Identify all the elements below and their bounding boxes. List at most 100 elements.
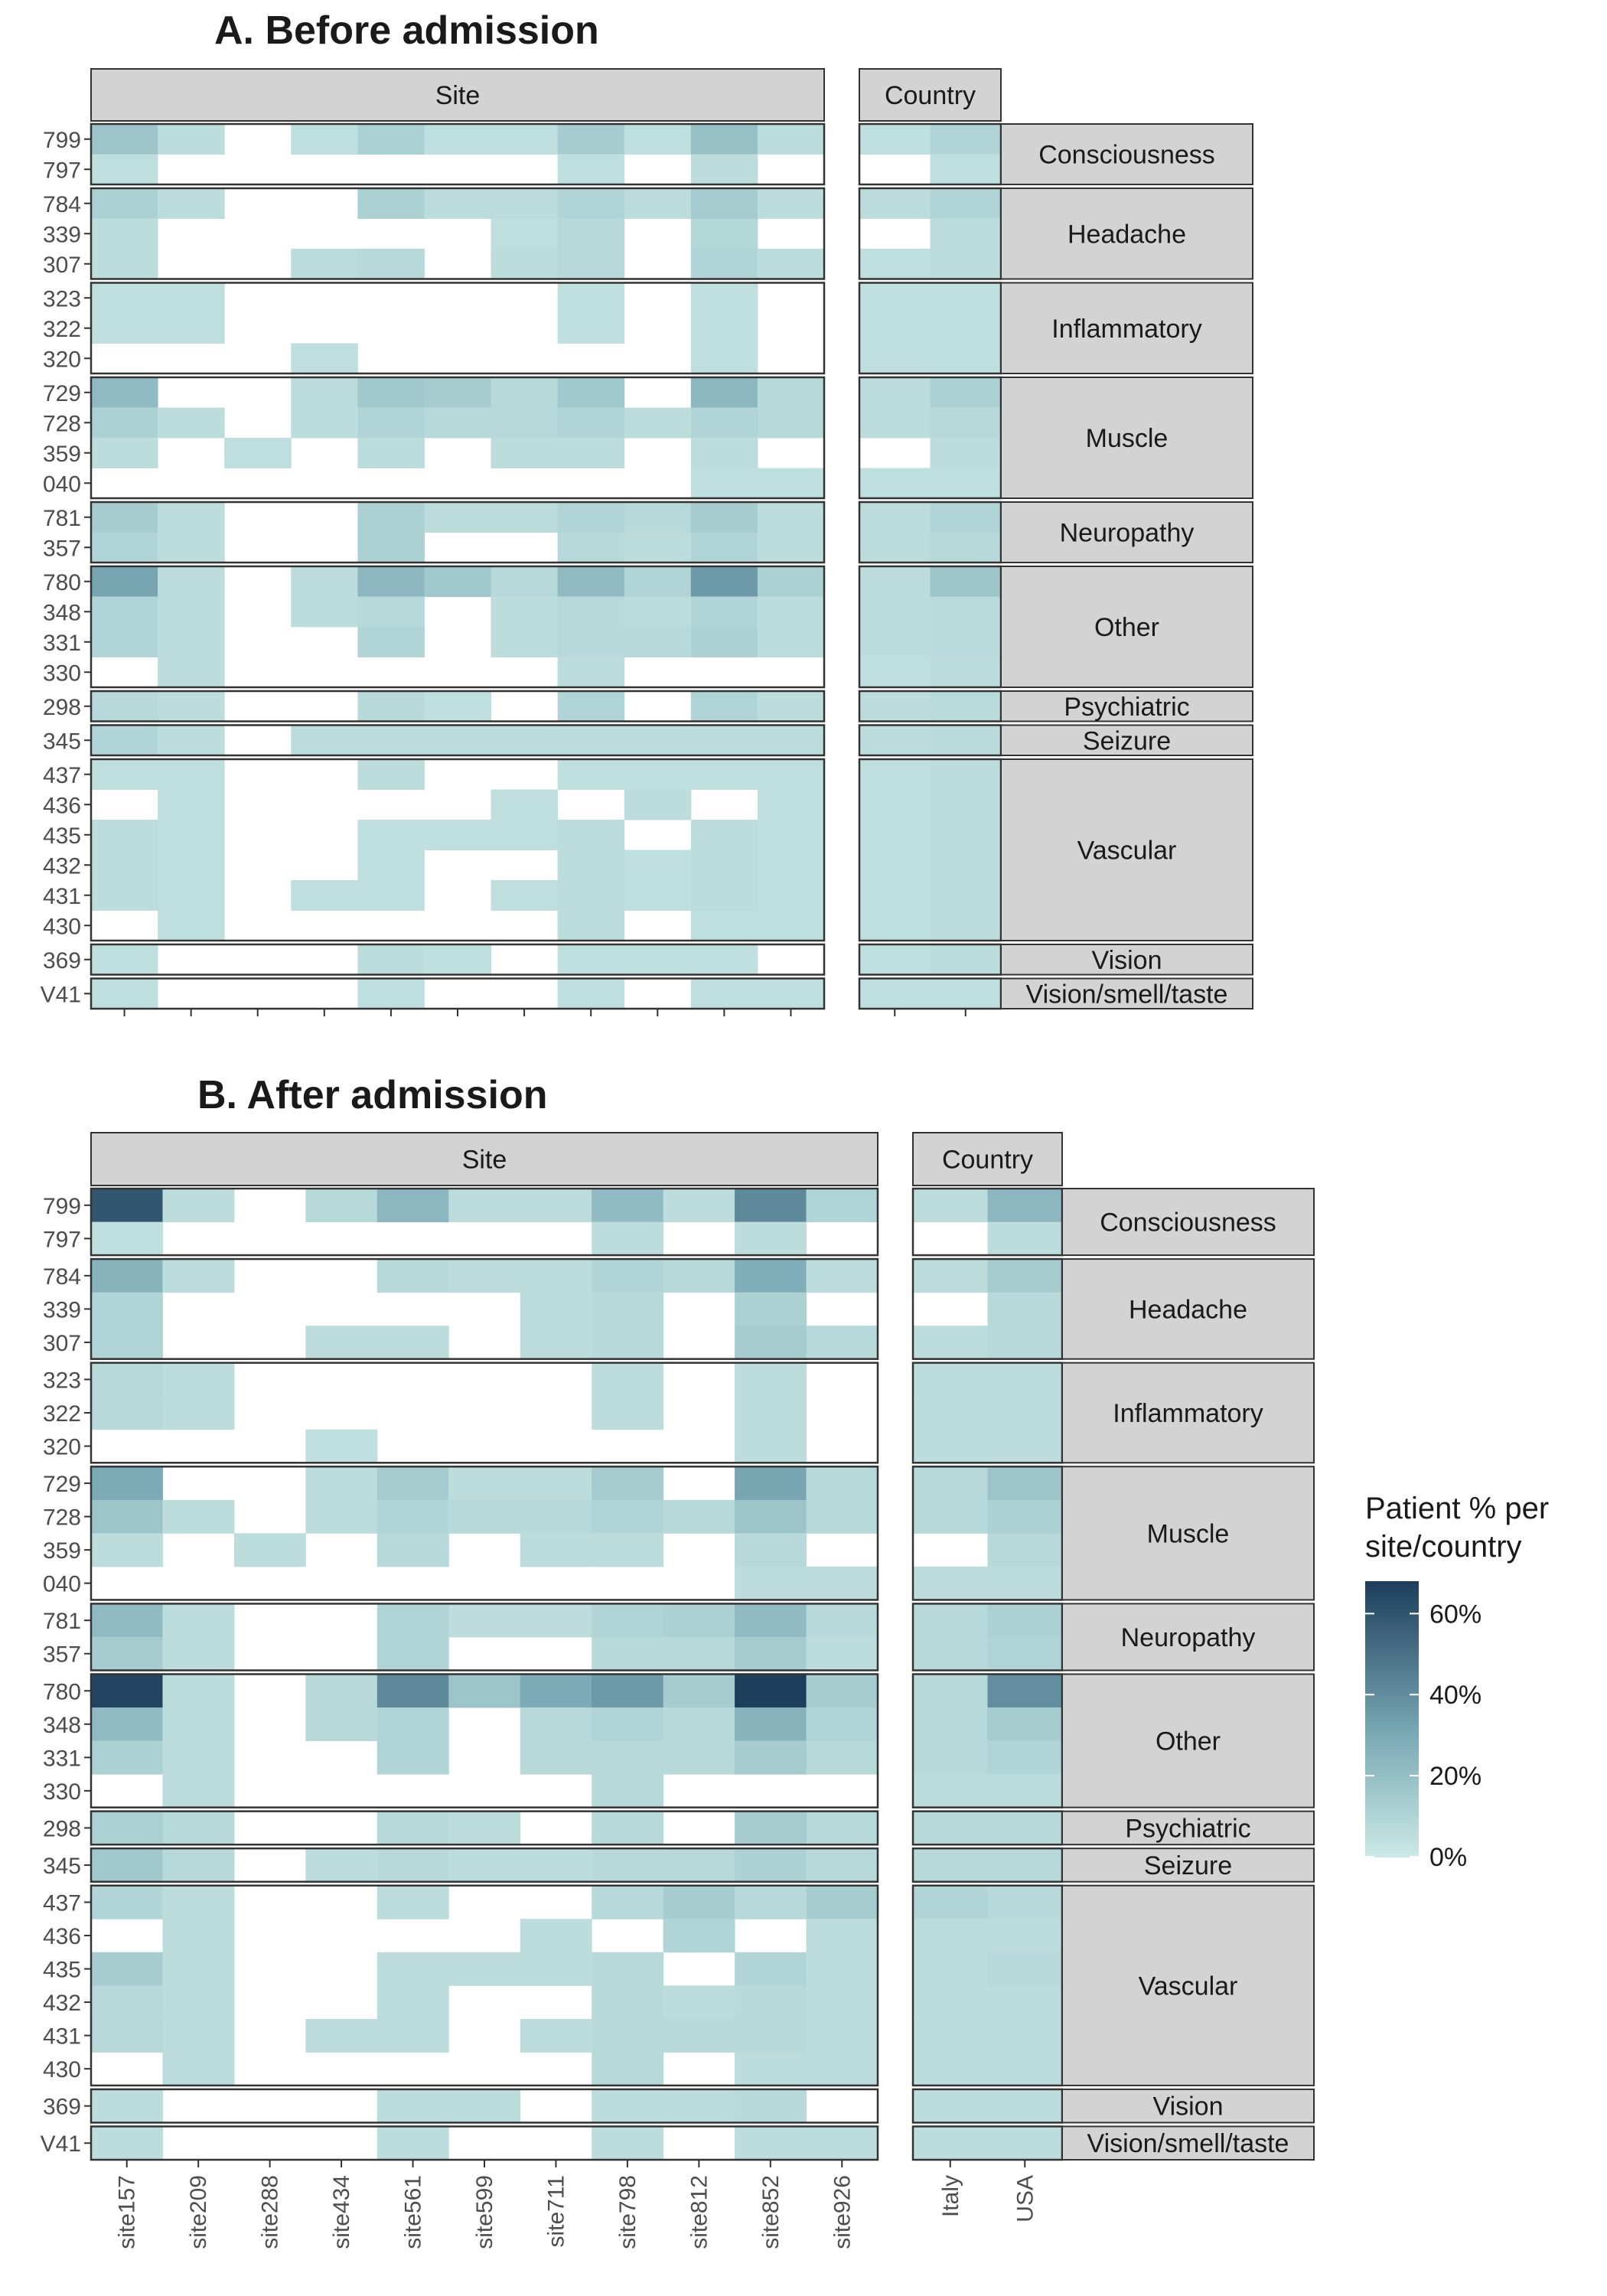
row-label-331: 331 (43, 631, 81, 656)
row-label-432: 432 (43, 1991, 81, 2016)
heat-cell (424, 124, 492, 155)
heat-cell (592, 1292, 664, 1326)
heat-cell (91, 532, 158, 563)
site-strip-label: Site (435, 81, 481, 110)
row-label-339: 339 (43, 1297, 81, 1322)
heat-cell (557, 532, 625, 563)
heat-cell (424, 566, 492, 597)
heat-cell (357, 944, 425, 975)
heat-cell (91, 880, 158, 911)
group-strip (1000, 377, 1253, 499)
row-label-298: 298 (43, 1816, 81, 1841)
heat-cell (224, 438, 292, 468)
heat-cell (162, 1636, 235, 1671)
heat-cell (806, 1848, 878, 1883)
heat-cell (757, 124, 825, 155)
heat-cell (448, 1674, 521, 1708)
heat-cell-country (930, 124, 1002, 155)
heat-cell (162, 1707, 235, 1742)
group-strip-label: Consciousness (1100, 1208, 1276, 1238)
heat-cell (592, 1362, 664, 1397)
heat-cell (91, 188, 158, 219)
heat-cell (376, 1985, 449, 2020)
heat-cell (305, 1499, 378, 1534)
heat-cell (162, 1396, 235, 1430)
heat-cell-country (913, 2126, 988, 2161)
heat-cell (491, 188, 559, 219)
row-label-348: 348 (43, 1713, 81, 1738)
heat-cell (663, 1499, 735, 1534)
heat-cell (91, 154, 158, 185)
heat-cell (357, 249, 425, 279)
heat-cell (424, 725, 492, 756)
group-strip-label: Headache (1129, 1295, 1247, 1324)
legend-gradient-step (1365, 1701, 1419, 1704)
heat-cell (806, 1259, 878, 1293)
legend-gradient-step (1365, 1584, 1419, 1588)
heat-cell (520, 1707, 592, 1742)
heat-cell (735, 2018, 807, 2053)
group-strip (1061, 1466, 1315, 1601)
x-label-site561: site561 (401, 2175, 426, 2249)
heat-cell-country (987, 1429, 1063, 1463)
heat-cell (806, 1466, 878, 1501)
heat-cell (424, 407, 492, 439)
site-panel-frame (90, 1257, 879, 1360)
row-label-431: 431 (43, 884, 81, 909)
heat-cell-country (859, 249, 931, 279)
heat-cell (424, 691, 492, 722)
heat-cell (735, 1952, 807, 1986)
heat-cell (162, 1848, 235, 1883)
legend-gradient-step (1365, 1590, 1419, 1594)
heat-cell (91, 820, 158, 850)
heat-cell (592, 2018, 664, 2053)
group-psychiatric: 298 Psychiatric (43, 690, 1253, 722)
heat-cell (291, 725, 358, 756)
group-strip-label: Other (1094, 613, 1159, 642)
heat-cell-country (987, 1533, 1063, 1567)
row-label-357: 357 (43, 536, 81, 561)
heat-cell (448, 1603, 521, 1638)
heat-cell-country (913, 1674, 988, 1708)
heat-cell (557, 850, 625, 881)
legend-gradient-step (1365, 1685, 1419, 1689)
heat-cell-country (913, 2052, 988, 2086)
heat-cell (624, 532, 692, 563)
heat-cell (91, 627, 158, 657)
heat-cell-country (930, 218, 1002, 249)
legend-gradient-step (1365, 1832, 1419, 1836)
group-strip (1061, 1884, 1315, 2086)
heat-cell (91, 1362, 163, 1397)
heat-cell-country (930, 502, 1002, 533)
heat-cell (663, 2018, 735, 2053)
legend-tick-label: 0% (1429, 1843, 1467, 1872)
heat-cell (735, 1566, 807, 1600)
heat-cell-country (913, 1848, 988, 1883)
group-strip (1061, 2088, 1315, 2124)
heat-cell (91, 1952, 163, 1986)
heat-cell-country (913, 1499, 988, 1534)
heat-cell (806, 1499, 878, 1534)
heat-cell (91, 377, 158, 408)
heat-cell (690, 820, 758, 850)
heat-cell (557, 249, 625, 279)
legend-gradient-step (1365, 1722, 1419, 1726)
legend-gradient-step (1365, 1618, 1419, 1622)
legend-gradient-step (1365, 1704, 1419, 1707)
x-label-site711: site711 (543, 2175, 569, 2248)
heat-cell-country (859, 725, 931, 756)
heat-cell-country (930, 759, 1002, 790)
heat-cell (305, 1707, 378, 1742)
heat-cell-country (859, 343, 931, 374)
heat-cell (624, 188, 692, 219)
legend-gradient-step (1365, 1624, 1419, 1628)
heat-cell (162, 1499, 235, 1534)
heat-cell (91, 1189, 163, 1223)
heat-cell-country (859, 377, 931, 408)
heat-cell-country (930, 377, 1002, 408)
group-neuropathy: 781 357 Neuropathy (43, 1603, 1315, 1671)
row-label-799: 799 (43, 1194, 81, 1219)
panel-title: B. After admission (197, 1073, 548, 1117)
row-label-359: 359 (43, 442, 81, 467)
heat-cell (357, 978, 425, 1009)
